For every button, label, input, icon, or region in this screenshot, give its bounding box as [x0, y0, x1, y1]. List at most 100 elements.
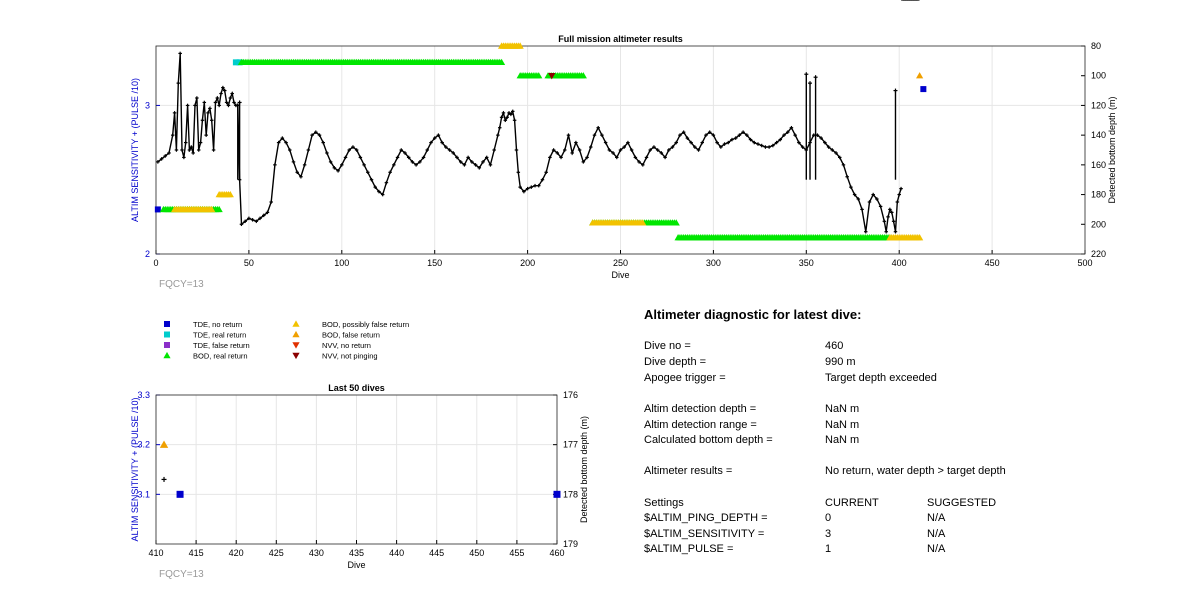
setting-name-pulse: $ALTIM_PULSE =	[644, 543, 734, 555]
full-y-right-axis-label: Detected bottom depth (m)	[1107, 96, 1117, 203]
diagnostic-title: Altimeter diagnostic for latest dive:	[644, 307, 862, 322]
full-x-tick-label: 300	[706, 258, 721, 268]
last50-x-tick-label: 430	[309, 548, 324, 558]
full-y-left-tick-label: 3	[145, 100, 150, 110]
legend-marker	[292, 352, 300, 360]
marker-bod-real-return	[672, 219, 680, 226]
last50-axes-frame	[155, 394, 558, 545]
full-y-left-axis-label: ALTIM SENSITIVITY + (PULSE /10)	[130, 78, 140, 222]
marker-bod-real-return	[535, 72, 543, 79]
marker-bod-possibly-false-return	[226, 190, 234, 198]
marker-bod-real-return	[579, 72, 587, 79]
settings-header-current: CURRENT	[825, 497, 879, 509]
setting-suggested-sensitivity: N/A	[927, 528, 946, 540]
marker-tde-no-return	[920, 86, 927, 93]
full-y-right-tick-label: 140	[1091, 130, 1106, 140]
diag-label-dive-no: Dive no =	[644, 340, 691, 352]
full-x-tick-label: 50	[244, 258, 254, 268]
legend-marker	[164, 342, 170, 348]
diag-label-altim-detection-depth: Altim detection depth =	[644, 403, 757, 415]
diag-value-altim-detection-range: NaN m	[825, 419, 860, 431]
last50-x-tick-label: 415	[189, 548, 204, 558]
full-x-tick-label: 450	[985, 258, 1000, 268]
last50-x-tick-label: 460	[549, 548, 564, 558]
last50-x-tick-label: 420	[229, 548, 244, 558]
last50-y-right-tick-label: 177	[563, 440, 578, 450]
marker-bod-possibly-false-return	[208, 205, 216, 213]
setting-name-ping-depth: $ALTIM_PING_DEPTH =	[644, 512, 768, 524]
setting-name-sensitivity: $ALTIM_SENSITIVITY =	[644, 528, 765, 540]
diag-value-dive-no: 460	[825, 340, 844, 352]
last50-y-right-tick-label: 179	[563, 539, 578, 549]
last50-x-tick-label: 440	[389, 548, 404, 558]
setting-current-sensitivity: 3	[825, 528, 832, 540]
full-x-tick-label: 400	[892, 258, 907, 268]
full-y-right-tick-label: 120	[1091, 100, 1106, 110]
legend-label: BOD, false return	[322, 331, 380, 340]
full-x-tick-label: 250	[613, 258, 628, 268]
setting-current-pulse: 1	[825, 543, 832, 555]
full-y-right-tick-label: 160	[1091, 160, 1106, 170]
full-x-tick-label: 100	[334, 258, 349, 268]
last50-chart-title: Last 50 dives	[328, 383, 385, 393]
last50-marker-bod-false-return	[159, 440, 169, 448]
last50-x-tick-label: 425	[269, 548, 284, 558]
last50-y-left-tick-label: 3.3	[137, 390, 150, 400]
setting-suggested-ping-depth: N/A	[927, 512, 946, 524]
full-x-tick-label: 0	[153, 258, 158, 268]
marker-bod-possibly-false-return	[639, 219, 647, 226]
last50-y-right-axis-label: Detected bottom depth (m)	[579, 416, 589, 523]
diag-value-apogee-trigger: Target depth exceeded	[825, 372, 937, 384]
legend-label: TDE, no return	[193, 320, 242, 329]
diag-label-apogee-trigger: Apogee trigger =	[644, 372, 726, 384]
marker-nvv-not-pinging	[548, 73, 556, 80]
full-x-tick-label: 150	[427, 258, 442, 268]
legend-marker	[292, 342, 300, 349]
last50-marker-tde-no-return	[176, 490, 184, 498]
full-y-right-tick-label: 80	[1091, 41, 1101, 51]
last50-x-tick-label: 410	[148, 548, 163, 558]
last50-y-left-tick-label: 3.2	[137, 440, 150, 450]
legend-label: NVV, not pinging	[322, 352, 378, 361]
diag-value-dive-depth: 990 m	[825, 356, 856, 368]
full-x-axis-label: Dive	[611, 270, 629, 280]
full-y-right-tick-label: 200	[1091, 219, 1106, 229]
marker-bod-real-return	[497, 58, 506, 66]
legend-label: BOD, real return	[193, 352, 248, 361]
legend-marker	[163, 351, 171, 359]
full-x-tick-label: 200	[520, 258, 535, 268]
marker-bod-possibly-false-return	[916, 234, 924, 241]
full-x-tick-label: 500	[1077, 258, 1092, 268]
legend-marker	[164, 321, 170, 327]
diag-value-calculated-bottom-depth: NaN m	[825, 434, 860, 446]
legend-marker	[292, 320, 300, 327]
diag-label-calculated-bottom-depth: Calculated bottom depth =	[644, 434, 773, 446]
full-y-right-tick-label: 180	[1091, 190, 1106, 200]
full-fqcy-note: FQCY=13	[159, 279, 204, 290]
legend-label: BOD, possibly false return	[322, 320, 409, 329]
last50-y-right-tick-label: 178	[563, 489, 578, 499]
last50-y-left-axis-label: ALTIM SENSITIVITY + (PULSE /10)	[130, 398, 140, 542]
last50-y-left-tick-label: 3.1	[137, 489, 150, 499]
last50-x-tick-label: 445	[429, 548, 444, 558]
legend-marker	[164, 331, 170, 338]
diag-label-dive-depth: Dive depth =	[644, 356, 707, 368]
marker-tde-real-return	[232, 59, 239, 66]
diag-value-altim-detection-depth: NaN m	[825, 403, 860, 415]
full-y-right-tick-label: 220	[1091, 249, 1106, 259]
marker-bod-false-return	[916, 72, 924, 79]
full-axes-frame	[155, 45, 1086, 255]
diag-value-altimeter-results: No return, water depth > target depth	[825, 465, 1006, 477]
full-y-right-tick-label: 100	[1091, 71, 1106, 81]
legend-label: TDE, false return	[193, 341, 250, 350]
marker-tde-no-return	[154, 206, 161, 213]
last50-y-right-tick-label: 176	[563, 390, 578, 400]
legend-label: TDE, real return	[193, 331, 246, 340]
setting-suggested-pulse: N/A	[927, 543, 946, 555]
last50-x-axis-label: Dive	[347, 560, 365, 570]
legend-marker	[292, 330, 300, 338]
last50-x-tick-label: 450	[469, 548, 484, 558]
diag-label-altim-detection-range: Altim detection range =	[644, 419, 757, 431]
last50-x-tick-label: 455	[509, 548, 524, 558]
